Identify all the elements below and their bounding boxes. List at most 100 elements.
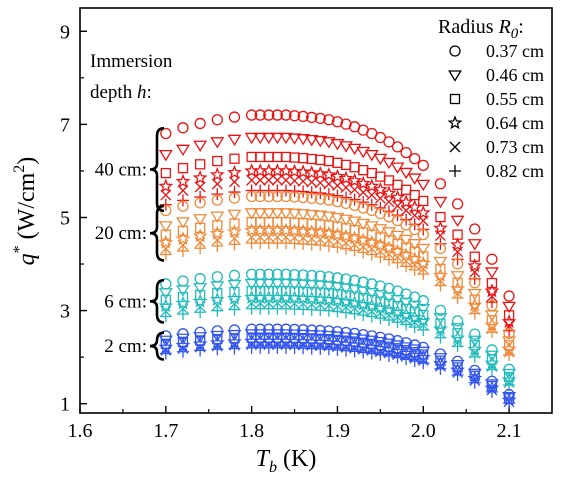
data-point bbox=[296, 279, 311, 292]
data-point bbox=[468, 350, 481, 363]
data-point bbox=[246, 151, 257, 163]
data-point bbox=[400, 260, 413, 273]
data-point bbox=[484, 350, 499, 362]
y-tick-label: 9 bbox=[60, 21, 70, 43]
data-point bbox=[210, 330, 225, 343]
legend-item: 0.37 cm bbox=[449, 41, 544, 61]
data-point bbox=[323, 114, 335, 126]
data-point bbox=[304, 209, 319, 222]
data-point bbox=[194, 344, 207, 357]
data-point bbox=[244, 132, 259, 145]
data-point bbox=[261, 329, 276, 341]
data-point bbox=[305, 186, 318, 199]
group-label: 20 cm: bbox=[95, 223, 147, 244]
data-point bbox=[399, 167, 414, 180]
data-point bbox=[176, 308, 189, 321]
data-point bbox=[160, 229, 171, 240]
data-point bbox=[373, 224, 388, 236]
data-point bbox=[484, 267, 499, 279]
data-point bbox=[357, 309, 370, 322]
data-point bbox=[348, 244, 361, 257]
y-axis-title: q*(W/cm2) bbox=[11, 157, 40, 266]
data-point bbox=[228, 342, 241, 355]
data-point bbox=[177, 162, 189, 174]
data-point bbox=[296, 329, 311, 342]
data-point bbox=[484, 379, 499, 391]
data-point bbox=[194, 117, 206, 130]
data-point bbox=[450, 280, 466, 296]
group-label: 40 cm: bbox=[95, 159, 147, 180]
data-point bbox=[417, 159, 429, 171]
data-point bbox=[400, 219, 412, 231]
data-point bbox=[374, 192, 386, 204]
data-point bbox=[400, 146, 412, 159]
data-point bbox=[209, 291, 225, 306]
data-point bbox=[306, 176, 318, 188]
data-point bbox=[227, 134, 242, 147]
data-point bbox=[417, 228, 429, 241]
data-point bbox=[261, 208, 276, 220]
data-point bbox=[347, 295, 363, 310]
data-point bbox=[366, 167, 377, 179]
data-point bbox=[451, 340, 464, 353]
data-point bbox=[304, 165, 320, 180]
data-point bbox=[366, 189, 378, 201]
y-tick-label: 1 bbox=[60, 394, 70, 416]
data-point bbox=[407, 344, 422, 356]
data-point bbox=[228, 192, 241, 204]
legend-marker bbox=[447, 115, 463, 130]
data-point bbox=[229, 176, 240, 188]
series-group-2 bbox=[158, 268, 517, 392]
data-point bbox=[306, 233, 318, 244]
data-point bbox=[279, 329, 293, 341]
data-point bbox=[254, 190, 266, 203]
data-point bbox=[433, 256, 448, 269]
data-point bbox=[279, 278, 293, 291]
x-tick-label: 1.6 bbox=[68, 420, 93, 442]
data-point bbox=[304, 280, 319, 292]
data-point bbox=[372, 181, 388, 196]
data-point bbox=[381, 185, 397, 200]
data-point bbox=[467, 288, 482, 301]
data-point bbox=[228, 111, 241, 123]
data-point bbox=[313, 135, 328, 148]
data-point bbox=[210, 281, 225, 293]
legend-label: 0.73 cm bbox=[486, 137, 544, 157]
data-point bbox=[391, 351, 404, 364]
data-point bbox=[434, 242, 447, 255]
legend-item: 0.64 cm bbox=[447, 113, 544, 133]
plot-frame bbox=[79, 7, 553, 414]
data-point bbox=[390, 294, 405, 307]
data-point bbox=[374, 348, 387, 361]
data-point bbox=[287, 208, 302, 221]
data-point bbox=[399, 297, 414, 309]
data-point bbox=[340, 197, 352, 210]
data-point bbox=[340, 182, 352, 193]
data-point bbox=[158, 178, 174, 193]
data-point bbox=[452, 277, 463, 288]
data-point bbox=[321, 225, 337, 240]
data-point bbox=[409, 189, 420, 201]
legend-marker bbox=[449, 45, 461, 57]
data-point bbox=[312, 165, 328, 181]
data-point bbox=[287, 279, 302, 291]
x-tick-label: 1.9 bbox=[325, 420, 350, 442]
data-point bbox=[365, 310, 378, 323]
data-point bbox=[209, 167, 225, 182]
data-point bbox=[192, 228, 208, 243]
x-tick-label: 1.8 bbox=[239, 420, 264, 442]
data-point bbox=[211, 271, 223, 283]
data-point bbox=[347, 333, 362, 345]
data-point bbox=[295, 164, 311, 179]
data-point bbox=[409, 209, 421, 221]
data-point bbox=[253, 132, 268, 145]
data-point bbox=[502, 336, 517, 348]
data-point bbox=[312, 224, 328, 240]
data-point bbox=[211, 239, 224, 252]
data-point bbox=[340, 159, 352, 171]
data-point bbox=[451, 368, 464, 381]
data-point bbox=[304, 134, 319, 147]
data-point bbox=[297, 232, 309, 244]
data-point bbox=[289, 232, 301, 243]
